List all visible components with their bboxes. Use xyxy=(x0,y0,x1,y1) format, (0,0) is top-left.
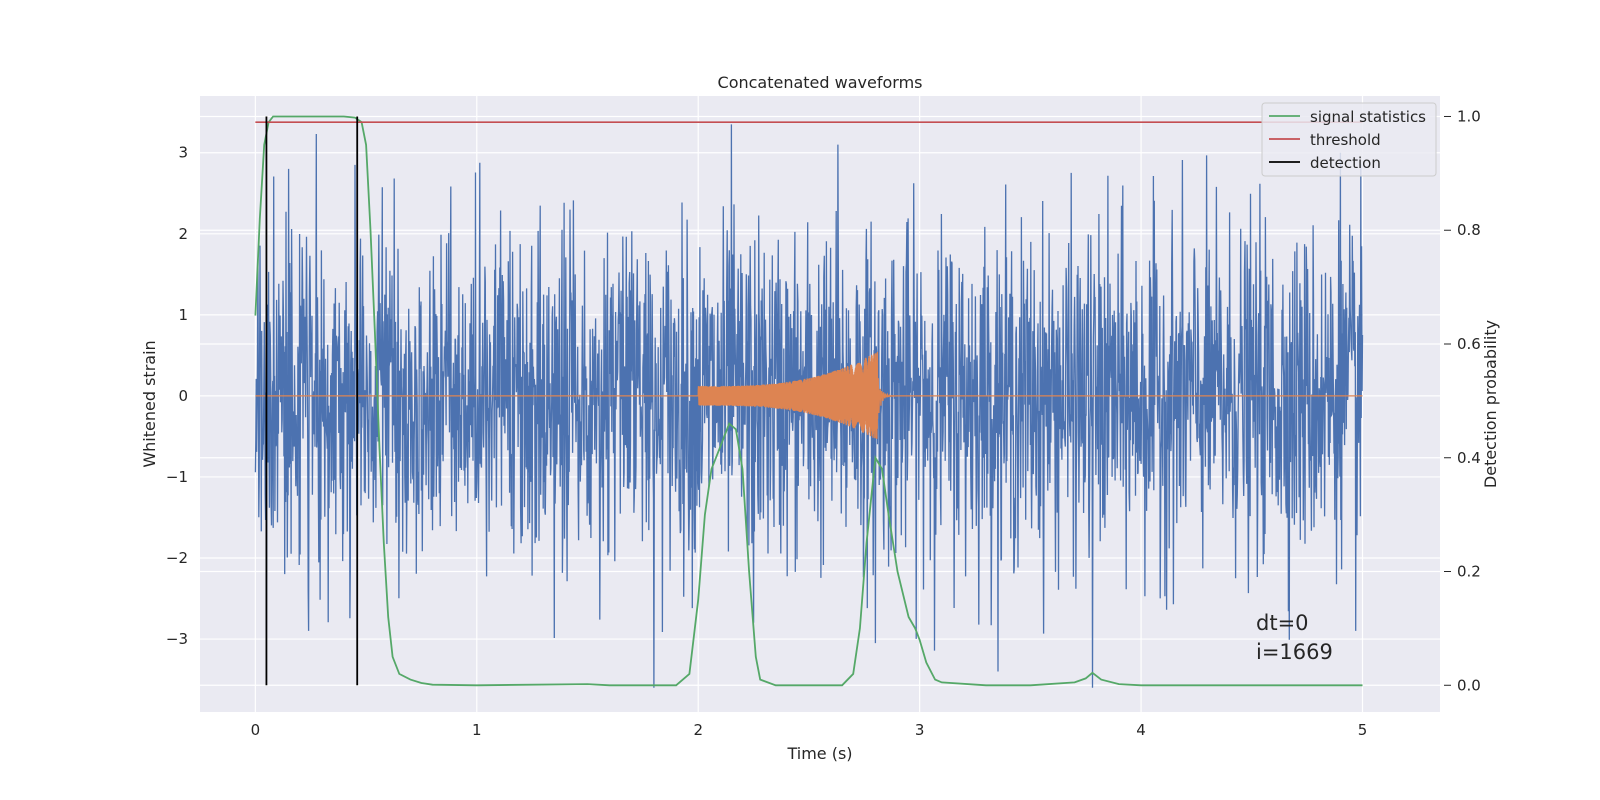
strain-line xyxy=(254,124,1364,688)
legend-label-signal-statistics: signal statistics xyxy=(1310,108,1426,126)
probability-series xyxy=(254,115,1363,687)
legend: signal statistics threshold detection xyxy=(1261,102,1437,177)
annotation-dt: dt=0 xyxy=(1256,611,1309,635)
y-tick-label: −3 xyxy=(166,630,188,648)
x-tick-label: 4 xyxy=(1136,721,1146,739)
y-tick-label: −1 xyxy=(166,468,188,486)
x-axis-label: Time (s) xyxy=(786,744,852,763)
y2-tick-label: 0.6 xyxy=(1457,335,1481,353)
y-tick-label: 2 xyxy=(178,225,188,243)
y-tick-label: 3 xyxy=(178,144,188,162)
strain-series xyxy=(254,124,1364,688)
chart-title: Concatenated waveforms xyxy=(718,73,923,92)
x-tick-label: 3 xyxy=(915,721,925,739)
legend-box xyxy=(1261,102,1437,177)
signal-statistics-line xyxy=(254,115,1363,687)
x-tick-label: 1 xyxy=(472,721,482,739)
y2-tick-label: 1.0 xyxy=(1457,107,1481,125)
x-tick-label: 5 xyxy=(1358,721,1368,739)
x-tick-label: 0 xyxy=(251,721,261,739)
injected-signal-line xyxy=(255,351,1363,439)
y-tick-label: 1 xyxy=(178,306,188,324)
y2-tick-label: 0.2 xyxy=(1457,563,1481,581)
y2-tick-label: 0.0 xyxy=(1457,676,1481,694)
y2-tick-label: 0.4 xyxy=(1457,449,1481,467)
injected-signal-series xyxy=(255,351,1363,439)
x-tick-label: 2 xyxy=(693,721,703,739)
axis-ticks: 0 1 2 3 4 5 −3 −2 −1 0 1 2 3 0.0 0.2 0.4 0.6 0.8 1.0 xyxy=(166,107,1481,739)
y-tick-label: 0 xyxy=(178,387,188,405)
legend-label-detection: detection xyxy=(1310,154,1381,172)
legend-label-threshold: threshold xyxy=(1310,131,1381,149)
y-axis-label: Whitened strain xyxy=(140,340,159,467)
y2-tick-label: 0.8 xyxy=(1457,221,1481,239)
annotation-index: i=1669 xyxy=(1256,640,1333,664)
y-tick-label: −2 xyxy=(166,549,188,567)
y2-axis-label: Detection probability xyxy=(1481,320,1500,488)
